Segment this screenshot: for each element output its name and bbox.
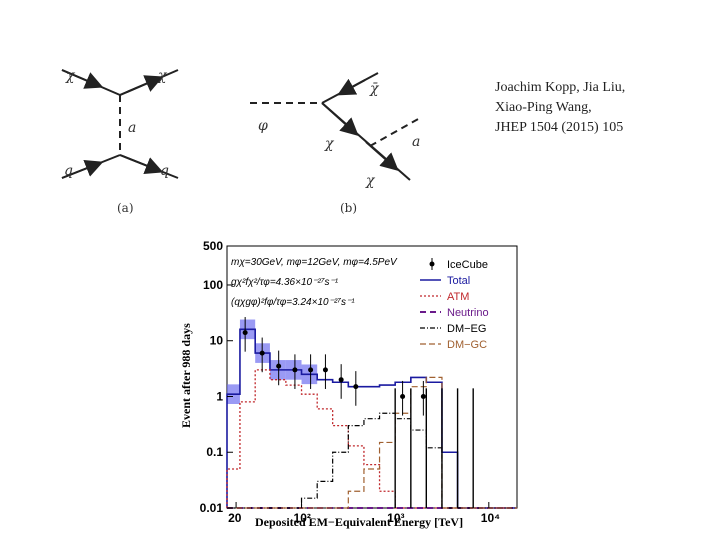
- axis-ticks: 20 10² 10³ 10⁴ 500 100 10 1 0.1 0.01: [200, 239, 501, 525]
- parameter-box: mχ=30GeV, mφ=12GeV, mφ=4.5PeV gχ²fχ²/τφ=…: [231, 257, 398, 308]
- label-chibar: χ̄: [369, 81, 380, 97]
- y-tick-label: 10: [210, 334, 224, 348]
- label-chi-out: χ: [365, 173, 376, 189]
- diagram-b: φ χ̄ χ a χ (b): [250, 72, 421, 215]
- data-point: [400, 393, 406, 399]
- reference-line-1: Joachim Kopp, Jia Liu,: [495, 80, 626, 95]
- y-tick-label: 1: [216, 389, 223, 403]
- data-point: [259, 350, 265, 356]
- label-chi-in: χ: [65, 68, 76, 84]
- legend: IceCube Total ATM Neutrino DM−EG DM−GC: [420, 258, 489, 351]
- diagram-a: χ χ a q q (a): [61, 68, 179, 215]
- param-line-2: gχ²fχ²/τφ=4.36×10⁻²⁷s⁻¹: [231, 277, 339, 288]
- x-tick-label: 20: [228, 511, 242, 525]
- y-tick-label: 0.01: [200, 501, 224, 515]
- y-tick-label: 100: [203, 278, 223, 292]
- y-axis-label: Event after 988 days: [179, 323, 193, 428]
- data-point: [276, 363, 282, 369]
- reference-line-2: Xiao-Ping Wang,: [495, 100, 592, 115]
- legend-label: ATM: [447, 291, 469, 303]
- event-spectrum-plot: 20 10² 10³ 10⁴ 500 100 10 1 0.1 0.01 IceCube Total…: [179, 239, 518, 529]
- y-tick-label: 0.1: [206, 445, 223, 459]
- data-point: [308, 367, 314, 373]
- data-point: [292, 367, 298, 373]
- reference-line-3: JHEP 1504 (2015) 105: [495, 120, 624, 135]
- param-line-3: (qχgφ)²fφ/τφ=3.24×10⁻²⁷s⁻¹: [231, 297, 355, 308]
- label-q-in: q: [64, 163, 73, 179]
- caption-b: (b): [340, 201, 357, 215]
- data-point: [322, 367, 328, 373]
- label-chi-out: χ: [157, 68, 168, 84]
- label-chi-mid: χ: [324, 136, 335, 152]
- reference-citation: Joachim Kopp, Jia Liu, Xiao-Ping Wang, J…: [495, 78, 695, 138]
- caption-a: (a): [117, 201, 134, 215]
- legend-label: Neutrino: [447, 307, 489, 319]
- x-axis-label: Deposited EM−Equivalent Energy [TeV]: [255, 515, 463, 529]
- feynman-diagrams: χ χ a q q (a) φ χ̄ χ a χ (b): [61, 68, 421, 215]
- param-line-1: mχ=30GeV, mφ=12GeV, mφ=4.5PeV: [231, 257, 398, 268]
- data-point: [420, 393, 426, 399]
- data-point: [353, 384, 359, 390]
- data-point: [338, 377, 344, 383]
- icecube-points: [242, 317, 474, 508]
- label-mediator: a: [128, 120, 136, 136]
- legend-label: DM−EG: [447, 323, 486, 335]
- y-tick-label: 500: [203, 239, 223, 253]
- emitted-scalar-line: [369, 117, 421, 147]
- label-a: a: [412, 134, 420, 150]
- x-tick-label: 10³: [387, 511, 404, 525]
- legend-label: DM−GC: [447, 339, 487, 351]
- legend-label: IceCube: [447, 259, 488, 271]
- label-phi: φ: [258, 118, 268, 134]
- legend-label: Total: [447, 275, 470, 287]
- x-tick-label: 10⁴: [481, 511, 500, 525]
- x-tick-label: 10²: [294, 511, 311, 525]
- label-q-out: q: [160, 163, 169, 179]
- data-point: [242, 330, 248, 336]
